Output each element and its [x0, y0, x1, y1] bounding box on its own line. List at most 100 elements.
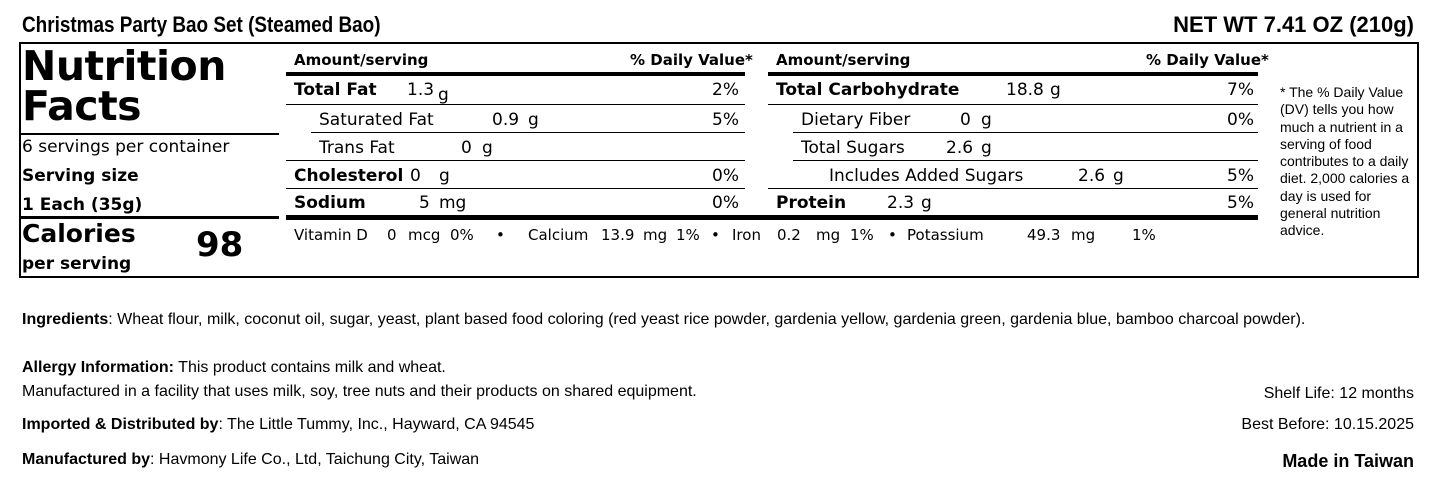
manufacturer-label: Manufactured by	[22, 451, 151, 468]
vitamin-amount: 13.9	[601, 226, 635, 244]
importer: Imported & Distributed by: The Little Tu…	[22, 416, 534, 434]
nutrient-unit: g	[439, 166, 450, 186]
dv-header-left: % Daily Value*	[630, 51, 753, 69]
calories-value: 98	[196, 225, 244, 265]
ingredients-text: : Wheat flour, milk, coconut oil, sugar,…	[108, 311, 1306, 328]
manufacturer-text: : Havmony Life Co., Ltd, Taichung City, …	[150, 451, 480, 468]
nutrient-amount: 1.3	[407, 80, 435, 100]
vitamin-dv: 1%	[1132, 226, 1156, 244]
vitamin-unit: mg	[1071, 226, 1096, 244]
thick-divider	[21, 216, 279, 219]
separator-dot: •	[888, 226, 897, 244]
thick-divider	[768, 72, 1258, 76]
facility-statement: Manufactured in a facility that uses mil…	[22, 383, 697, 400]
allergy-information: Allergy Information: This product contai…	[22, 359, 446, 377]
vitamin-unit: mg	[643, 226, 668, 244]
divider	[311, 132, 745, 133]
divider	[286, 160, 745, 161]
nutrient-unit: mg	[439, 193, 467, 213]
nutrient-dv: 0%	[712, 166, 739, 186]
amount-header-right: Amount/serving	[776, 51, 911, 69]
product-title: Christmas Party Bao Set (Steamed Bao)	[22, 12, 381, 37]
importer-label: Imported & Distributed by	[22, 416, 219, 433]
nutrient-amount: 2.6	[1078, 166, 1106, 186]
nutrient-name: Cholesterol	[294, 166, 404, 186]
thick-divider	[286, 215, 1258, 220]
nutrient-unit: g	[981, 110, 992, 130]
vitamin-dv: 0%	[450, 226, 474, 244]
serving-size-label: Serving size	[22, 166, 139, 186]
vitamin-unit: mg	[816, 226, 841, 244]
nutrient-amount: 0	[960, 110, 971, 130]
divider	[768, 188, 1258, 189]
importer-text: : The Little Tummy, Inc., Hayward, CA 94…	[218, 416, 535, 433]
calories-label: Calories	[22, 219, 136, 248]
nutrient-dv: 5%	[712, 110, 739, 130]
nutrient-dv: 5%	[1227, 166, 1254, 186]
allergy-label: Allergy Information:	[22, 359, 175, 376]
divider	[793, 132, 1258, 133]
nutrient-amount: 0.9	[492, 110, 520, 130]
vitamin-amount: 0.2	[777, 226, 801, 244]
nutrient-amount: 18.8	[1006, 80, 1044, 100]
nutrient-amount: 0	[410, 166, 421, 186]
title-line-2: Facts	[22, 82, 142, 130]
divider	[286, 104, 745, 105]
vitamin-name: Vitamin D	[294, 226, 368, 244]
nutrient-name: Trans Fat	[319, 138, 395, 158]
dv-header-right: % Daily Value*	[1146, 51, 1269, 69]
best-before: Best Before: 10.15.2025	[1241, 416, 1414, 433]
vitamin-unit: mcg	[408, 226, 441, 244]
nutrition-facts-title: Nutrition Facts	[22, 42, 226, 130]
thick-divider	[286, 72, 745, 76]
vitamin-name: Iron	[732, 226, 761, 244]
nutrient-unit: g	[1113, 166, 1124, 186]
nutrient-dv: 0%	[712, 193, 739, 213]
serving-size-value: 1 Each (35g)	[22, 195, 143, 215]
daily-value-footnote: * The % Daily Value (DV) tells you how m…	[1280, 84, 1410, 239]
vitamin-amount: 49.3	[1027, 226, 1061, 244]
title-line-1: Nutrition	[22, 42, 226, 90]
nutrient-dv: 0%	[1227, 110, 1254, 130]
nutrient-amount: 2.3	[887, 193, 915, 213]
divider	[768, 104, 1258, 105]
nutrient-unit: g	[981, 138, 992, 158]
nutrient-unit: g	[1050, 80, 1061, 100]
divider	[21, 133, 279, 135]
servings-per-container: 6 servings per container	[22, 137, 230, 157]
net-weight: NET WT 7.41 OZ (210g)	[1173, 12, 1414, 37]
nutrient-unit: g	[482, 138, 493, 158]
separator-dot: •	[496, 226, 505, 244]
nutrient-name: Sodium	[294, 193, 366, 213]
shelf-life: Shelf Life: 12 months	[1263, 385, 1414, 402]
divider	[286, 188, 745, 189]
amount-header-left: Amount/serving	[294, 51, 429, 69]
ingredients: Ingredients: Wheat flour, milk, coconut …	[22, 311, 1305, 329]
nutrition-facts-panel	[19, 42, 1419, 278]
nutrient-dv: 5%	[1227, 193, 1254, 213]
nutrient-name: Total Sugars	[801, 138, 905, 158]
nutrient-dv: 2%	[712, 80, 739, 100]
nutrient-name: Total Carbohydrate	[776, 80, 960, 100]
nutrient-name: Protein	[776, 193, 847, 213]
nutrient-unit: g	[528, 110, 539, 130]
manufacturer: Manufactured by: Havmony Life Co., Ltd, …	[22, 451, 479, 469]
nutrient-name: Dietary Fiber	[801, 110, 911, 130]
allergy-text: This product contains milk and wheat.	[174, 359, 446, 376]
vitamin-amount: 0	[387, 226, 397, 244]
nutrient-name: Includes Added Sugars	[829, 166, 1024, 186]
nutrient-unit: g	[921, 193, 932, 213]
per-serving-label: per serving	[22, 254, 132, 274]
nutrient-unit: g	[438, 85, 449, 105]
separator-dot: •	[711, 226, 720, 244]
vitamin-dv: 1%	[850, 226, 874, 244]
ingredients-label: Ingredients	[22, 311, 109, 328]
vitamin-name: Potassium	[907, 226, 984, 244]
nutrient-amount: 5	[419, 193, 430, 213]
vitamin-dv: 1%	[676, 226, 700, 244]
nutrient-name: Total Fat	[294, 80, 377, 100]
nutrient-dv: 7%	[1227, 80, 1254, 100]
country-of-origin: Made in Taiwan	[1282, 451, 1414, 471]
vitamin-name: Calcium	[528, 226, 589, 244]
nutrient-name: Saturated Fat	[319, 110, 434, 130]
